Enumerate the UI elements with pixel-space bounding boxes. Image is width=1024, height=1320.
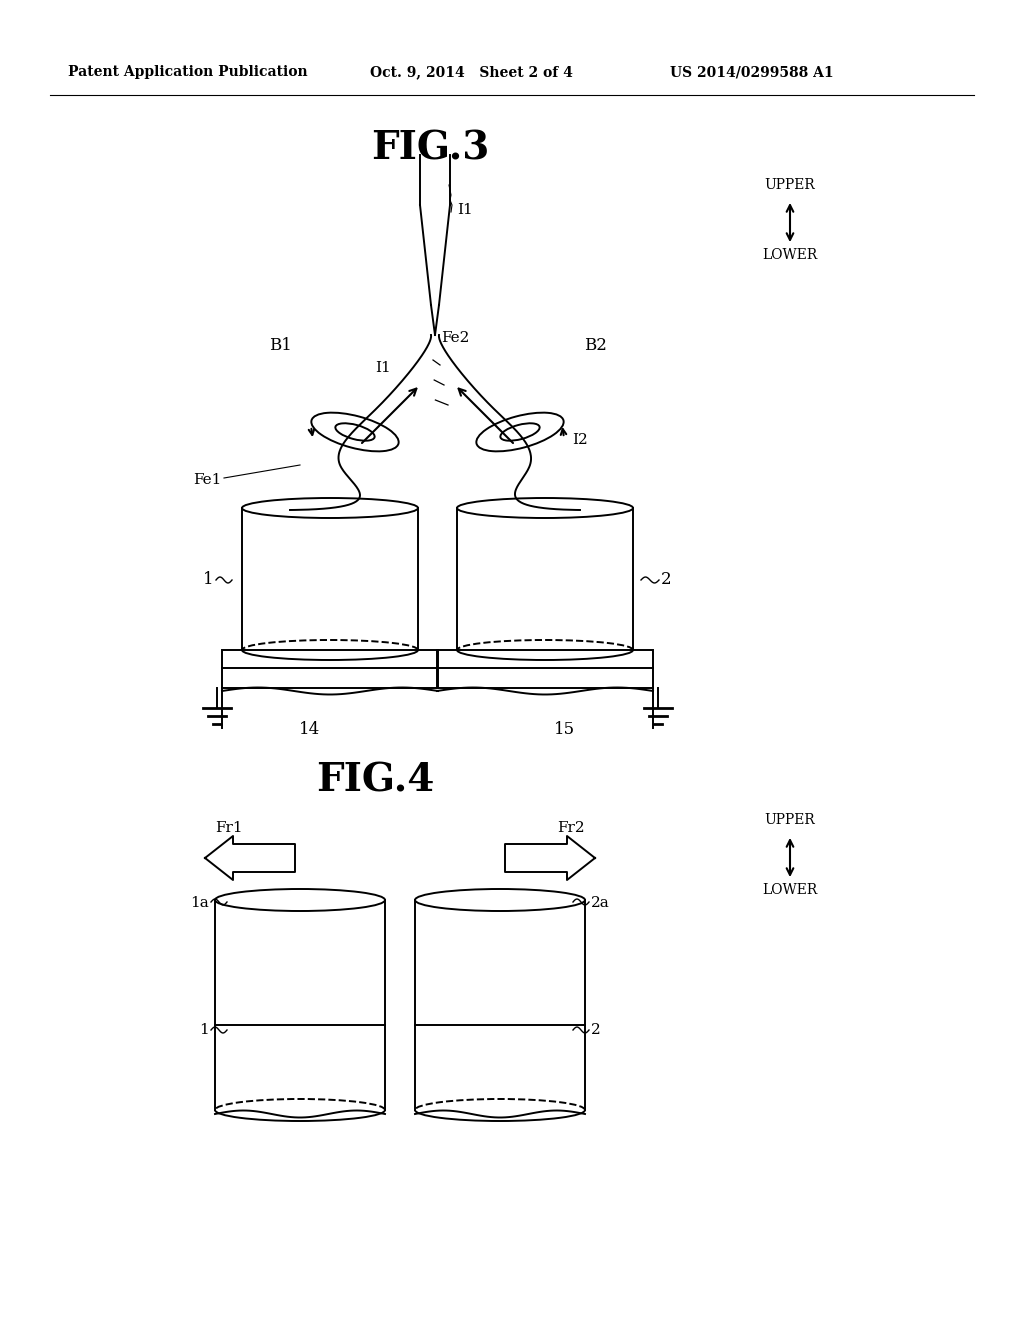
- Text: 2a: 2a: [591, 896, 609, 909]
- Text: 2: 2: [662, 572, 672, 589]
- Text: 1: 1: [204, 572, 214, 589]
- Text: 15: 15: [554, 722, 575, 738]
- Text: B1: B1: [268, 337, 292, 354]
- Text: FIG.4: FIG.4: [315, 762, 434, 799]
- Text: B2: B2: [584, 337, 606, 354]
- Text: Fe1: Fe1: [194, 473, 222, 487]
- Text: 14: 14: [299, 722, 321, 738]
- Text: Fe2: Fe2: [441, 331, 469, 345]
- Text: FIG.3: FIG.3: [371, 129, 489, 168]
- Text: I2: I2: [572, 433, 588, 447]
- Text: LOWER: LOWER: [763, 248, 817, 261]
- Text: Fr2: Fr2: [557, 821, 585, 836]
- Text: I1: I1: [375, 360, 391, 375]
- Bar: [222, 649, 438, 688]
- Text: Patent Application Publication: Patent Application Publication: [68, 65, 307, 79]
- Text: UPPER: UPPER: [765, 178, 815, 191]
- Bar: [437, 649, 653, 688]
- Text: US 2014/0299588 A1: US 2014/0299588 A1: [670, 65, 834, 79]
- Text: LOWER: LOWER: [763, 883, 817, 898]
- Text: 1a: 1a: [190, 896, 209, 909]
- Text: 2: 2: [591, 1023, 601, 1038]
- Text: 1: 1: [200, 1023, 209, 1038]
- Text: Fr1: Fr1: [215, 821, 243, 836]
- Text: UPPER: UPPER: [765, 813, 815, 828]
- Text: Oct. 9, 2014   Sheet 2 of 4: Oct. 9, 2014 Sheet 2 of 4: [370, 65, 572, 79]
- Text: I1: I1: [457, 203, 473, 216]
